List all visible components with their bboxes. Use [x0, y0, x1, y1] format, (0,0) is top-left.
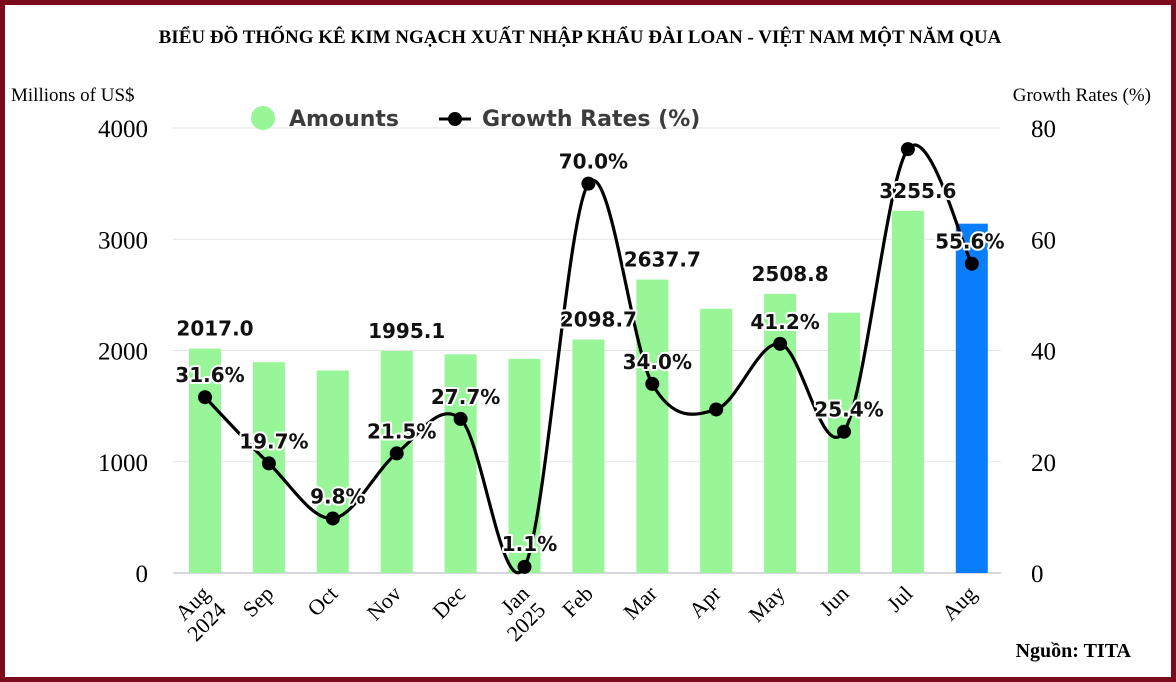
growth-value-label: 19.7% — [239, 429, 308, 453]
legend-growth-label: Growth Rates (%) — [482, 107, 700, 132]
x-tick-label: Jan2025 — [485, 581, 550, 646]
left-tick-label: 4000 — [98, 116, 148, 143]
growth-point — [837, 424, 851, 439]
bar — [444, 354, 477, 573]
growth-point — [964, 256, 979, 271]
right-axis-label: Growth Rates (%) — [1013, 85, 1151, 106]
right-tick-label: 40 — [1031, 339, 1056, 366]
x-tick-label: Aug2024 — [166, 581, 231, 646]
chart-svg: BIỂU ĐỒ THỐNG KÊ KIM NGẠCH XUẤT NHẬP KHẨ… — [11, 26, 1151, 662]
growth-point — [581, 176, 596, 191]
x-tick-label: Sep — [237, 581, 278, 622]
growth-point — [389, 446, 404, 461]
growth-line — [203, 143, 974, 575]
x-tick-label: Nov — [362, 581, 406, 625]
growth-value-label: 9.8% — [310, 484, 365, 508]
legend[interactable]: Amounts Growth Rates (%) — [251, 106, 700, 132]
growth-value-label: 31.6% — [175, 363, 244, 387]
x-axis-ticks: Aug2024 Sep Oct Nov Dec Jan2025 Feb Mar Apr May Ju… — [166, 580, 981, 646]
bar — [891, 210, 924, 573]
chart-title: BIỂU ĐỒ THỐNG KÊ KIM NGẠCH XUẤT NHẬP KHẨ… — [159, 26, 1002, 48]
right-tick-label: 0 — [1031, 561, 1044, 588]
right-tick-label: 60 — [1031, 227, 1056, 254]
growth-point — [325, 511, 340, 526]
bar — [764, 293, 797, 573]
bar — [955, 223, 988, 574]
x-tick-label: Jul — [882, 581, 918, 617]
left-axis-label: Millions of US$ — [11, 85, 135, 106]
bar — [189, 348, 221, 573]
right-axis-ticks: 0 20 40 60 80 — [1031, 116, 1056, 588]
bar-value-label: 2017.0 — [176, 317, 253, 341]
x-tick-label: Aug — [937, 581, 981, 625]
right-tick-label: 80 — [1031, 116, 1056, 143]
x-tick-label: Oct — [302, 581, 342, 621]
bar-value-label: 2508.8 — [752, 262, 829, 286]
growth-line-layer — [198, 142, 979, 575]
growth-value-label: 34.0% — [623, 350, 692, 374]
bar — [380, 351, 413, 573]
left-tick-label: 1000 — [98, 450, 148, 477]
left-tick-label: 2000 — [98, 339, 148, 366]
x-tick-label: Apr — [684, 580, 726, 622]
bar — [572, 339, 605, 573]
x-tick-label: Jun — [814, 581, 853, 620]
growth-value-label: 21.5% — [367, 419, 436, 443]
growth-value-label: 27.7% — [431, 385, 500, 409]
bar — [828, 312, 860, 573]
bar — [636, 279, 669, 573]
growth-point — [261, 456, 276, 471]
bar-value-label: 1995.1 — [368, 319, 445, 343]
x-tick-label: Mar — [618, 580, 662, 624]
right-tick-label: 20 — [1031, 450, 1056, 477]
bars — [189, 210, 988, 574]
growth-point — [773, 336, 788, 351]
growth-value-label: 1.1% — [502, 532, 557, 556]
legend-amounts-label: Amounts — [289, 107, 399, 132]
legend-amounts-swatch — [251, 106, 275, 130]
left-tick-label: 3000 — [98, 227, 148, 254]
bar-value-label: 3255.6 — [879, 179, 956, 203]
growth-point — [645, 376, 660, 391]
growth-point — [198, 390, 212, 405]
growth-point — [453, 411, 468, 426]
bar-value-label: 2098.7 — [560, 308, 637, 332]
left-tick-label: 0 — [136, 561, 149, 588]
bar-value-label: 2637.7 — [624, 248, 701, 272]
left-axis-ticks: 0 1000 2000 3000 4000 — [98, 116, 148, 588]
growth-value-label: 41.2% — [750, 310, 819, 334]
bar — [508, 358, 541, 573]
growth-value-label: 70.0% — [559, 150, 628, 174]
growth-point — [900, 142, 915, 157]
growth-point — [517, 559, 532, 574]
growth-point — [709, 402, 724, 417]
data-labels: 2017.0 1995.1 2098.7 2637.7 2508.8 3255.6 31.6… — [173, 148, 1006, 558]
x-tick-label: Dec — [427, 581, 470, 624]
x-tick-label: May — [743, 581, 789, 627]
x-tick-label: Feb — [557, 581, 598, 622]
growth-value-label: 55.6% — [935, 230, 1004, 254]
bar — [700, 308, 733, 573]
growth-value-label: 25.4% — [814, 398, 883, 422]
legend-growth-marker — [448, 112, 462, 126]
source-note: Nguồn: TITA — [1016, 640, 1132, 662]
bar — [316, 370, 349, 573]
